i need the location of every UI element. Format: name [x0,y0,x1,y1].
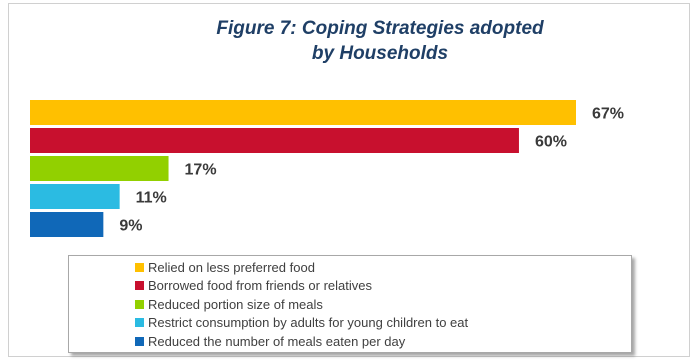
legend-items: Relied on less preferred food Borrowed fo… [135,258,468,351]
bar-1 [30,100,576,125]
chart-title: Figure 7: Coping Strategies adopted by H… [170,16,590,66]
legend-item-4: Restrict consumption by adults for young… [135,314,468,333]
chart-legend: Relied on less preferred food Borrowed fo… [68,255,632,353]
legend-label-3: Reduced portion size of meals [148,296,323,312]
legend-item-1: Relied on less preferred food [135,258,468,277]
legend-label-5: Reduced the number of meals eaten per da… [148,333,406,349]
legend-swatch-1 [135,262,144,272]
legend-item-3: Reduced portion size of meals [135,295,468,314]
bar-value-label-4: 11% [136,190,167,207]
bar-4 [30,184,120,209]
chart-title-line-2: by Households [311,43,449,64]
legend-swatch-3 [135,299,144,309]
legend-item-5: Reduced the number of meals eaten per da… [135,332,468,351]
bar-value-label-2: 60% [535,134,567,151]
legend-label-4: Restrict consumption by adults for young… [148,315,469,331]
bar-5 [30,212,104,237]
bar-value-label-1: 67% [592,106,624,123]
legend-item-2: Borrowed food from friends or relatives [135,277,468,296]
bar-value-label-5: 9% [119,218,142,235]
bar-2 [30,128,519,153]
bar-3 [30,156,169,181]
chart-title-line-1: Figure 7: Coping Strategies adopted [216,18,544,39]
legend-label-2: Borrowed food from friends or relatives [148,278,372,294]
legend-label-1: Relied on less preferred food [148,259,315,275]
legend-swatch-5 [135,336,144,346]
bar-value-label-3: 17% [185,162,217,179]
legend-swatch-4 [135,318,144,328]
legend-swatch-2 [135,281,144,291]
